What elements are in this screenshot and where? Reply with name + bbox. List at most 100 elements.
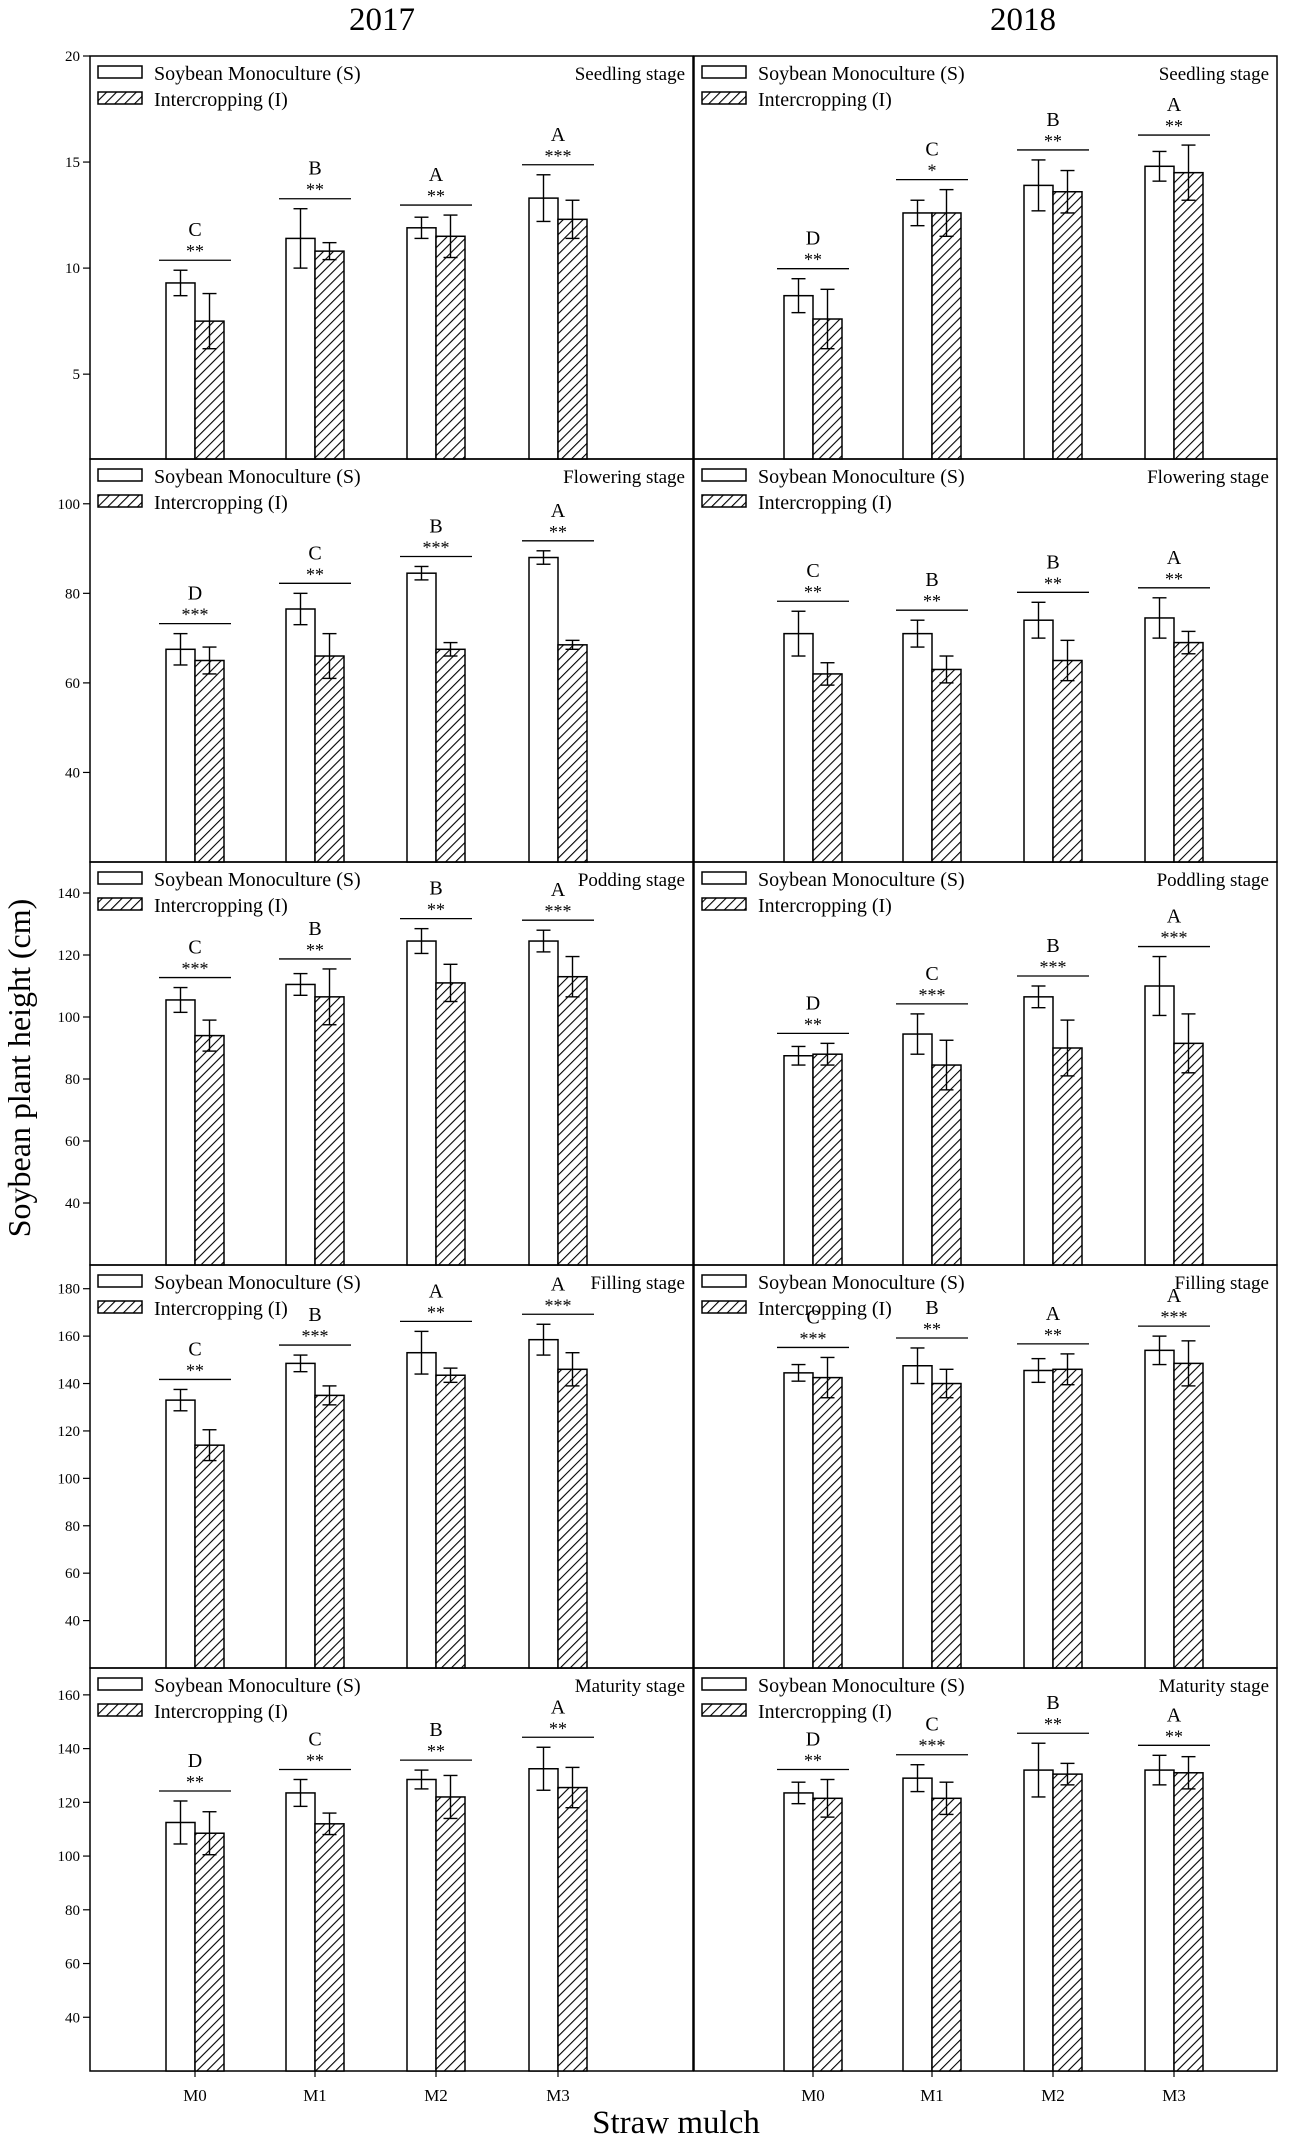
bar-monoculture-M3 (1144, 1769, 1175, 2072)
bar-monoculture-M2 (1023, 184, 1054, 460)
legend-swatch-intercropping (701, 1703, 747, 1717)
significance-stars: ** (549, 1718, 567, 1738)
y-tick-label: 80 (65, 1519, 80, 1535)
chart-panel-2017-seedling-stage: 5 10 15 20 Soybean Monoculture (S) Intercropp… (65, 49, 694, 460)
significance-letter: C (308, 1728, 321, 1750)
stage-title: Filling stage (1175, 1273, 1269, 1294)
bar-intercropping-M2 (1052, 659, 1083, 863)
y-tick-label: 60 (65, 1957, 80, 1973)
bar-monoculture-M2 (406, 1351, 437, 1669)
y-tick-label: 60 (65, 1134, 80, 1150)
legend-label-intercropping: Intercropping (I) (154, 1298, 288, 1320)
significance-stars: * (928, 161, 937, 181)
stage-title: Maturity stage (1159, 1676, 1269, 1697)
bar-intercropping-M3 (557, 644, 588, 863)
significance-stars: *** (919, 985, 946, 1005)
bar-monoculture-M0 (783, 1792, 814, 2072)
bar-intercropping-M3 (557, 218, 588, 460)
legend-label-monoculture: Soybean Monoculture (S) (154, 1272, 361, 1294)
y-tick-label: 100 (58, 1471, 81, 1487)
bar-intercropping-M3 (1173, 641, 1204, 863)
significance-stars: ** (1044, 1714, 1062, 1734)
significance-stars: ** (804, 1014, 822, 1034)
significance-letter: A (551, 879, 566, 901)
column-title-2017: 2017 (349, 2, 415, 38)
significance-stars: ** (306, 1750, 324, 1770)
bar-monoculture-M0 (783, 1372, 814, 1669)
significance-letter: C (188, 219, 201, 241)
significance-letter: C (806, 560, 819, 582)
significance-stars: ** (804, 582, 822, 602)
significance-stars: ** (186, 1772, 204, 1792)
significance-letter: A (551, 1696, 566, 1718)
x-tick-label: M0 (183, 2086, 207, 2105)
significance-letter: C (925, 963, 938, 985)
significance-letter: B (429, 1719, 442, 1741)
significance-stars: ** (427, 186, 445, 206)
x-axis-label: Straw mulch (592, 2105, 760, 2140)
significance-stars: ** (427, 1741, 445, 1761)
stage-title: Maturity stage (575, 1676, 685, 1697)
bar-intercropping-M0 (194, 1444, 225, 1669)
significance-stars: ** (804, 1750, 822, 1770)
significance-letter: A (1167, 906, 1182, 928)
y-tick-label: 160 (58, 1329, 81, 1345)
significance-stars: ** (804, 250, 822, 270)
bar-intercropping-M0 (812, 1053, 843, 1266)
stage-title: Filling stage (591, 1273, 685, 1294)
bar-monoculture-M1 (285, 983, 316, 1266)
y-tick-label: 140 (58, 1377, 81, 1393)
legend-label-monoculture: Soybean Monoculture (S) (758, 869, 965, 891)
significance-letter: B (308, 1304, 321, 1326)
bar-monoculture-M2 (406, 940, 437, 1266)
bar-intercropping-M3 (557, 1368, 588, 1669)
y-axis-label: Soybean plant height (cm) (1, 899, 37, 1238)
significance-stars: ** (1165, 116, 1183, 136)
significance-letter: B (429, 878, 442, 900)
bar-intercropping-M1 (931, 1064, 962, 1266)
legend-swatch-monoculture (97, 1274, 143, 1288)
bar-monoculture-M1 (902, 1033, 933, 1266)
panels-group: 5 10 15 20 Soybean Monoculture (S) Intercropp… (58, 49, 1278, 2105)
legend-label-intercropping: Intercropping (I) (758, 1298, 892, 1320)
significance-letter: A (1046, 1303, 1061, 1325)
significance-letter: B (308, 158, 321, 180)
bar-monoculture-M2 (406, 227, 437, 460)
significance-stars: *** (423, 537, 450, 557)
bar-monoculture-M3 (1144, 165, 1175, 460)
significance-stars: ** (1165, 569, 1183, 589)
significance-stars: ** (306, 940, 324, 960)
legend-label-monoculture: Soybean Monoculture (S) (758, 1272, 965, 1294)
chart-panel-2018-seedling-stage: Soybean Monoculture (S) Intercropping (I)… (693, 55, 1278, 460)
significance-stars: ** (1044, 1325, 1062, 1345)
significance-letter: B (925, 1297, 938, 1319)
legend-swatch-monoculture (701, 1274, 747, 1288)
legend-swatch-intercropping (701, 1300, 747, 1314)
chart-panel-2018-maturity-stage: Soybean Monoculture (S) Intercropping (I)… (693, 1667, 1278, 2105)
x-tick-label: M3 (1162, 2086, 1186, 2105)
chart-panel-2017-maturity-stage: 40 60 80 100 120 140 160 Soybean Monoculture (S… (58, 1667, 694, 2105)
significance-stars: ** (186, 1360, 204, 1380)
significance-stars: ** (1165, 1726, 1183, 1746)
legend-swatch-intercropping (97, 1300, 143, 1314)
bar-intercropping-M0 (194, 1832, 225, 2072)
bar-monoculture-M2 (406, 572, 437, 863)
significance-letter: A (429, 1280, 444, 1302)
bar-intercropping-M1 (931, 668, 962, 863)
significance-letter: A (551, 500, 566, 522)
y-tick-label: 40 (65, 1196, 80, 1212)
y-tick-label: 20 (65, 49, 80, 65)
significance-letter: A (1167, 1285, 1182, 1307)
legend-label-intercropping: Intercropping (I) (154, 89, 288, 111)
significance-stars: ** (306, 564, 324, 584)
stage-title: Flowering stage (1147, 467, 1269, 488)
bar-intercropping-M3 (1173, 171, 1204, 460)
legend-swatch-monoculture (97, 1677, 143, 1691)
legend-label-intercropping: Intercropping (I) (758, 895, 892, 917)
stage-title: Flowering stage (563, 467, 685, 488)
significance-letter: A (429, 164, 444, 186)
bar-monoculture-M2 (406, 1778, 437, 2072)
legend-label-intercropping: Intercropping (I) (154, 895, 288, 917)
x-tick-label: M0 (801, 2086, 825, 2105)
